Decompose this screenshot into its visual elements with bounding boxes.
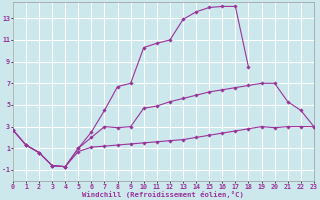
X-axis label: Windchill (Refroidissement éolien,°C): Windchill (Refroidissement éolien,°C) xyxy=(83,191,244,198)
